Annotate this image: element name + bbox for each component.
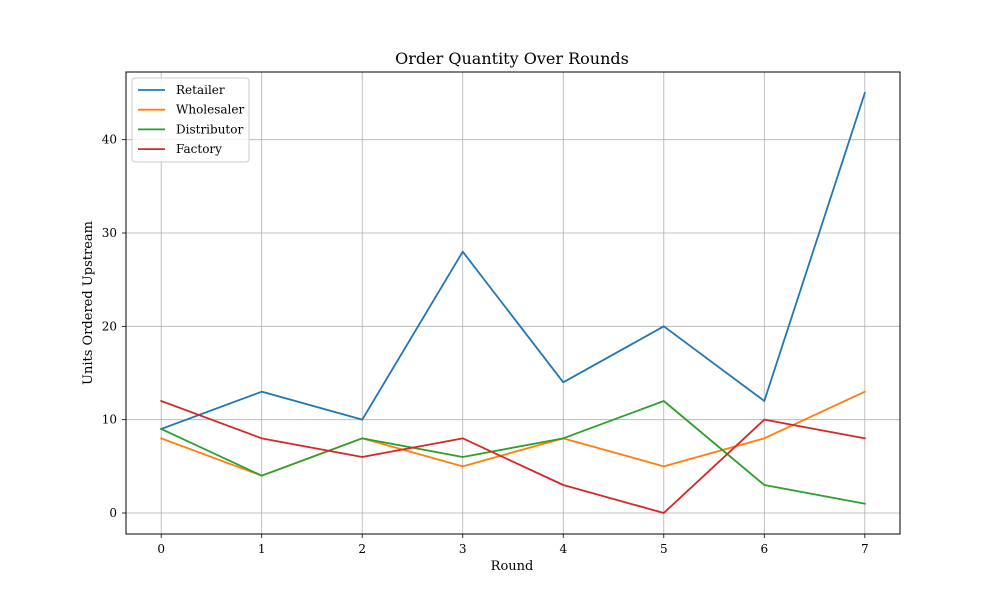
x-tick-label: 2 bbox=[358, 542, 366, 556]
series-line-wholesaler bbox=[160, 390, 867, 477]
x-tick-label: 4 bbox=[559, 542, 567, 556]
series-lines bbox=[159, 91, 867, 514]
x-tick-label: 1 bbox=[258, 542, 266, 556]
legend-label-retailer: Retailer bbox=[176, 83, 225, 97]
legend-box bbox=[131, 77, 250, 163]
ticks: 0 1 2 3 4 5 6 7 0 10 20 30 40 bbox=[102, 133, 869, 556]
y-tick-label: 30 bbox=[102, 226, 117, 240]
x-tick-label: 7 bbox=[861, 542, 869, 556]
x-tick-label: 6 bbox=[760, 542, 768, 556]
series-line-factory bbox=[160, 399, 866, 514]
series-line-retailer bbox=[160, 91, 866, 431]
series-line-distributor bbox=[159, 400, 866, 505]
legend: Retailer Wholesaler Distributor Factory bbox=[131, 77, 250, 163]
x-tick-label: 0 bbox=[157, 542, 165, 556]
y-axis-label: Units Ordered Upstream bbox=[81, 221, 96, 385]
grid bbox=[126, 72, 900, 534]
x-tick-label: 3 bbox=[459, 542, 467, 556]
y-tick-label: 40 bbox=[102, 133, 117, 147]
legend-label-wholesaler: Wholesaler bbox=[176, 103, 244, 117]
y-tick-label: 0 bbox=[109, 506, 117, 520]
plot-frame bbox=[125, 71, 901, 535]
y-tick-label: 20 bbox=[102, 319, 117, 333]
y-tick-label: 10 bbox=[102, 413, 117, 427]
x-axis-label: Round bbox=[491, 559, 534, 574]
x-tick-label: 5 bbox=[660, 542, 668, 556]
legend-label-distributor: Distributor bbox=[176, 122, 243, 136]
chart-title: Order Quantity Over Rounds bbox=[395, 49, 629, 68]
legend-label-factory: Factory bbox=[176, 142, 222, 156]
